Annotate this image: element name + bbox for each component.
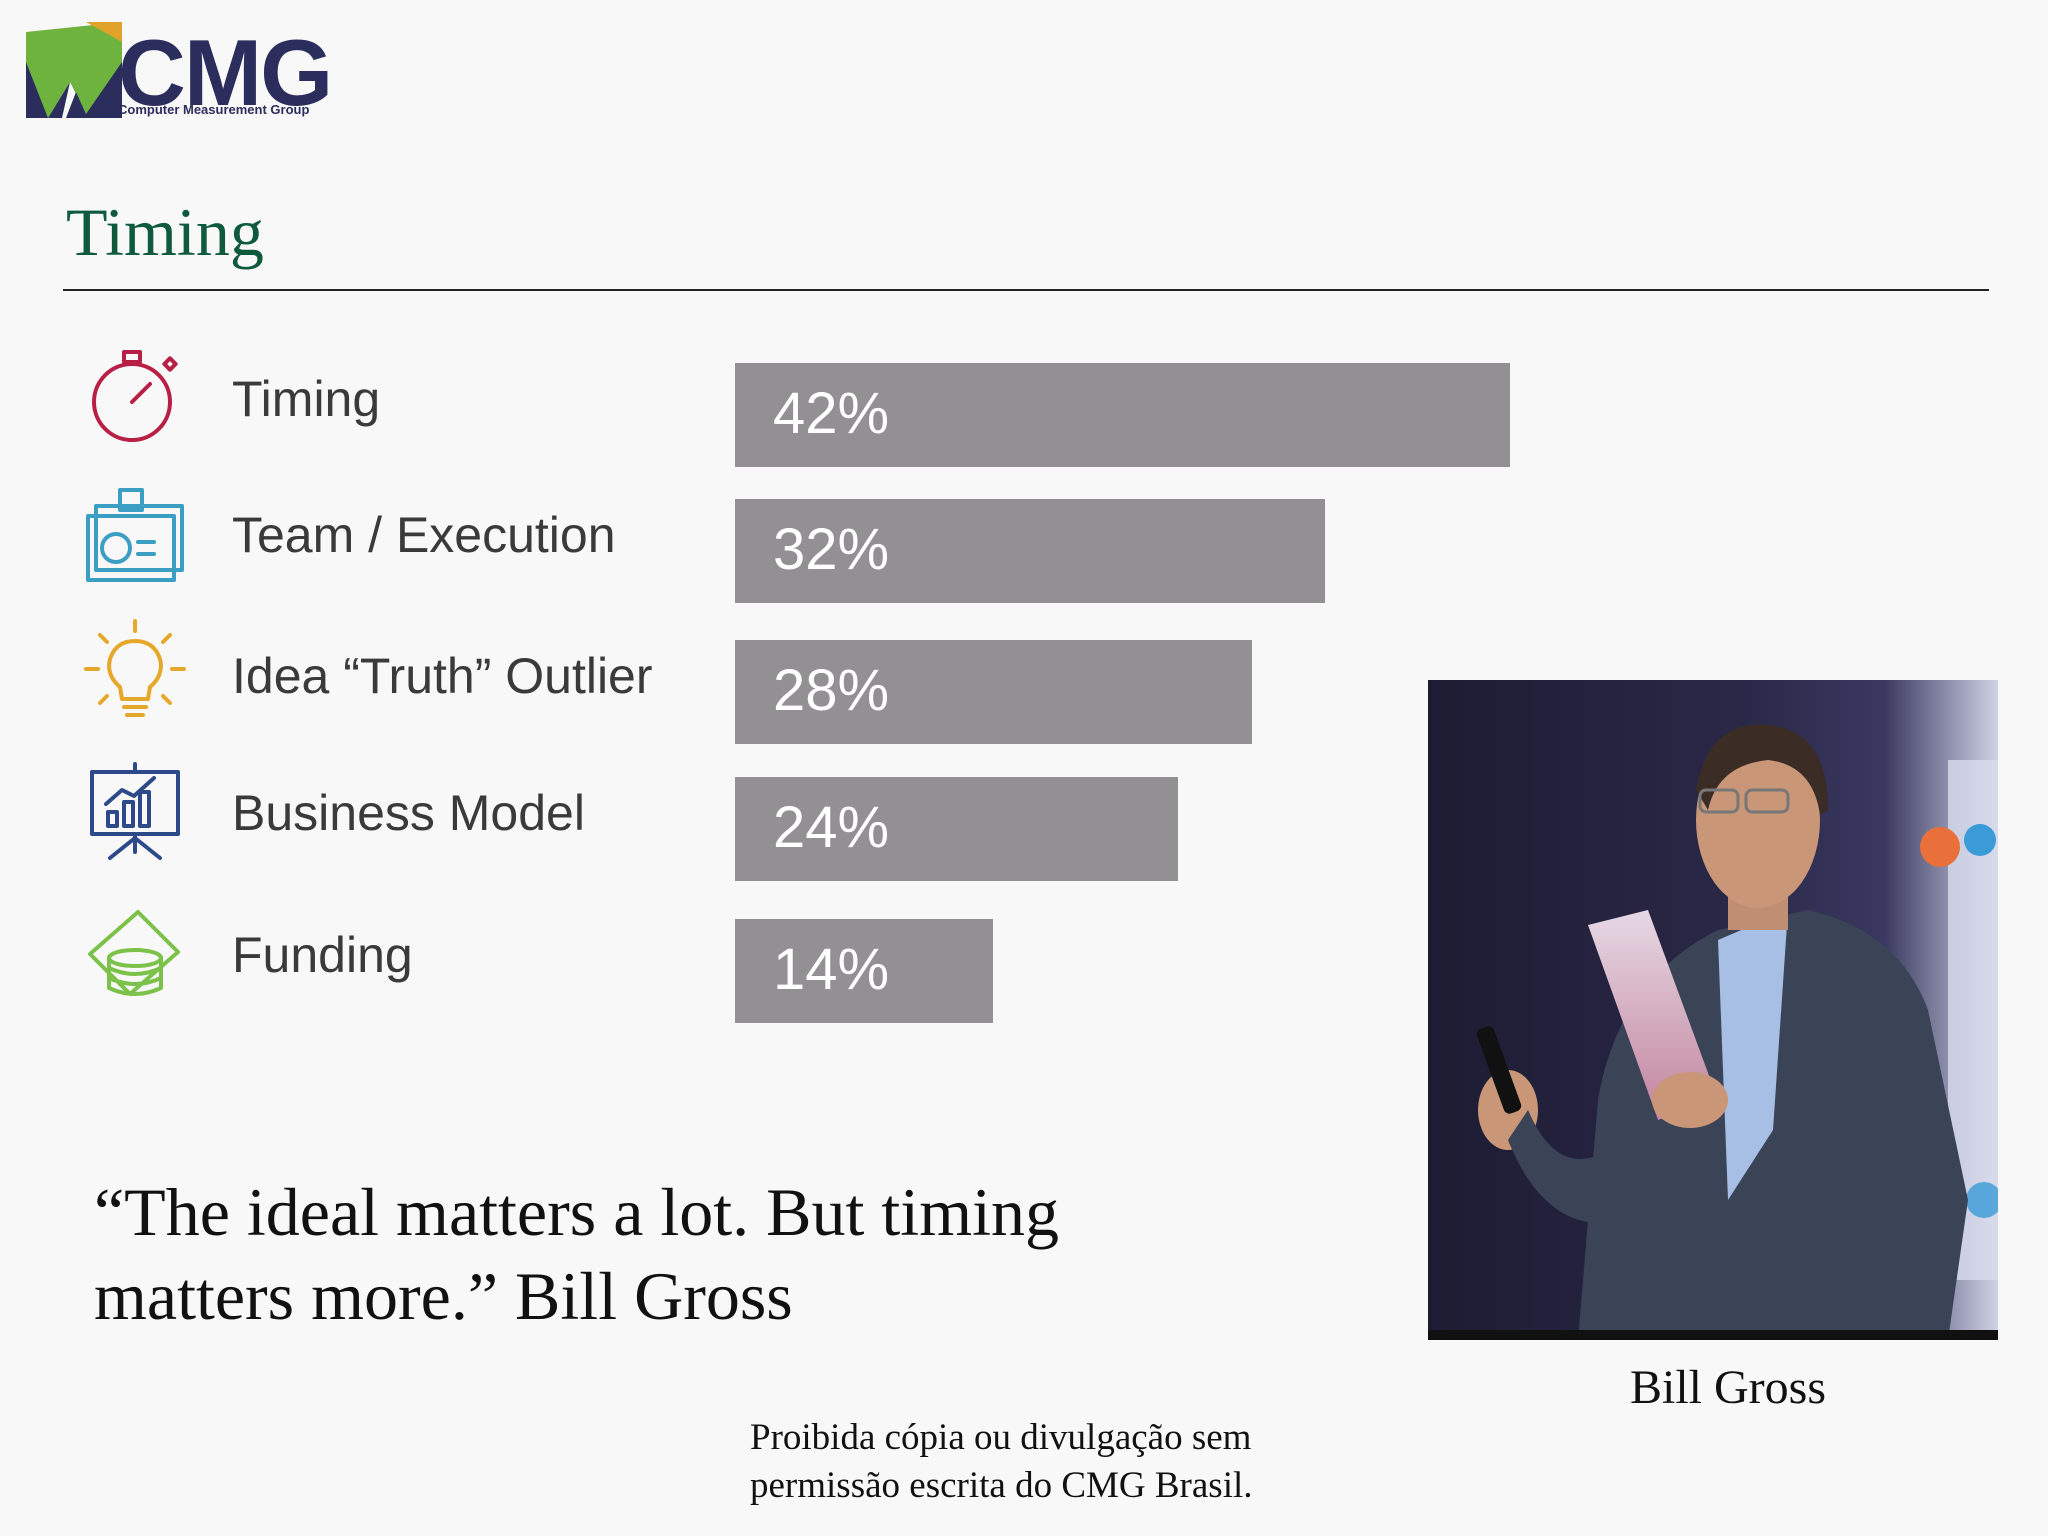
copyright-notice: Proibida cópia ou divulgação sem permiss… bbox=[750, 1414, 1253, 1510]
presentation-chart-icon bbox=[80, 754, 190, 864]
copyright-line-2: permissão escrita do CMG Brasil. bbox=[750, 1465, 1253, 1506]
photo-caption: Bill Gross bbox=[1629, 1361, 1827, 1414]
cmg-logo-mark-icon bbox=[26, 22, 122, 118]
money-stack-icon bbox=[80, 896, 190, 1006]
bar-value-label: 24% bbox=[773, 795, 890, 860]
success-factors-chart: Timing 42% Team / Execution 32% Idea “Truth”… bbox=[60, 340, 1520, 1060]
id-badge-icon bbox=[80, 476, 190, 586]
bar: 28% bbox=[735, 640, 1252, 744]
category-label: Business Model bbox=[232, 785, 585, 841]
chart-row: Timing 42% bbox=[60, 340, 1520, 470]
quote-line-1: “The ideal matters a lot. But timing bbox=[94, 1174, 1059, 1250]
logo-subtitle: Computer Measurement Group bbox=[118, 102, 310, 117]
quote-line-2: matters more.” Bill Gross bbox=[94, 1258, 793, 1334]
bar: 24% bbox=[735, 777, 1178, 881]
page-title: Timing bbox=[66, 194, 264, 270]
bar-value-label: 14% bbox=[773, 937, 890, 1002]
chart-row: Business Model 24% bbox=[60, 754, 1520, 884]
quote: “The ideal matters a lot. But timing mat… bbox=[94, 1170, 1094, 1338]
chart-row: Idea “Truth” Outlier 28% bbox=[60, 617, 1520, 747]
logo-wordmark: CMG bbox=[118, 20, 333, 125]
bar-value-label: 32% bbox=[773, 517, 890, 582]
bar: 42% bbox=[735, 363, 1510, 467]
lightbulb-icon bbox=[80, 617, 190, 727]
category-label: Idea “Truth” Outlier bbox=[232, 648, 653, 704]
title-divider bbox=[63, 289, 1989, 291]
stopwatch-icon bbox=[80, 340, 190, 450]
bar: 32% bbox=[735, 499, 1326, 603]
bar: 14% bbox=[735, 919, 994, 1023]
category-label: Funding bbox=[232, 927, 413, 983]
category-label: Timing bbox=[232, 371, 381, 427]
speaker-photo bbox=[1428, 680, 1998, 1340]
bar-value-label: 28% bbox=[773, 658, 890, 723]
copyright-line-1: Proibida cópia ou divulgação sem bbox=[750, 1417, 1252, 1458]
chart-row: Team / Execution 32% bbox=[60, 476, 1520, 606]
category-label: Team / Execution bbox=[232, 507, 616, 563]
cmg-logo: CMG Computer Measurement Group bbox=[26, 22, 333, 127]
bar-value-label: 42% bbox=[773, 381, 890, 446]
chart-row: Funding 14% bbox=[60, 896, 1520, 1026]
